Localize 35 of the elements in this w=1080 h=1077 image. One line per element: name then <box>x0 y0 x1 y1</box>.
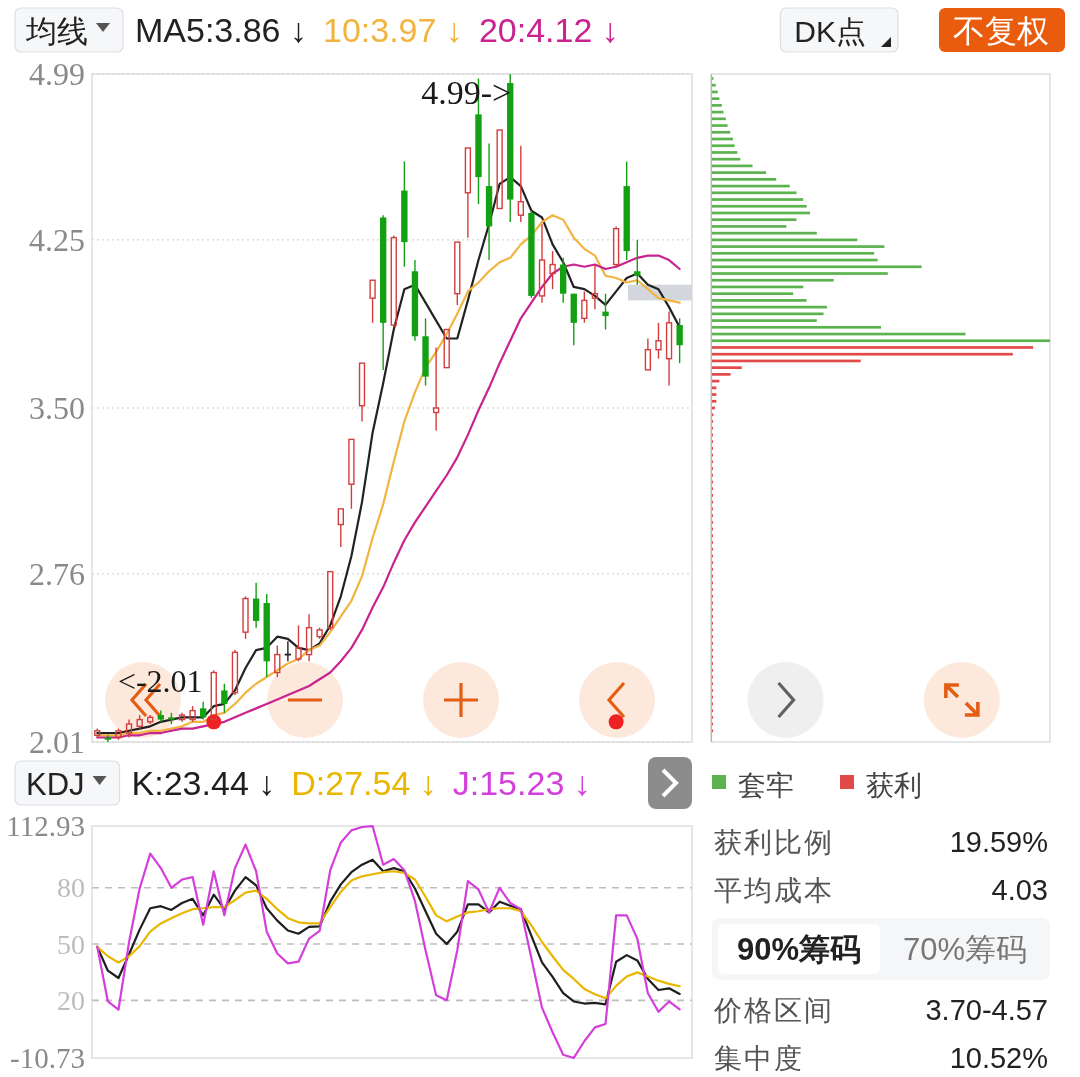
y-tick-label: 2.76 <box>29 555 85 592</box>
y-tick-label: 112.93 <box>6 810 85 842</box>
legend-entry: MA5:3.86 ↓ <box>135 11 307 49</box>
text: 4.03 <box>991 874 1048 906</box>
text: 10.52% <box>949 1042 1048 1074</box>
y-tick-label: 4.99 <box>29 56 85 92</box>
category-label: 获利比例 <box>714 827 834 858</box>
ref-line-label: 20 <box>57 984 85 1016</box>
tab-label: 70%筹码 <box>903 932 1027 967</box>
dropdown: KDJ <box>14 760 121 806</box>
tab: 90%筹码 <box>718 924 880 974</box>
legend-label: 获利 <box>866 770 922 801</box>
ref-line-label: 50 <box>57 928 85 960</box>
legend-entry: J:15.23 ↓ <box>452 764 591 802</box>
y-tick-label: 4.25 <box>29 221 85 258</box>
legend-entry: D:27.54 ↓ <box>291 764 437 802</box>
y-tick-label: -10.73 <box>10 1042 85 1074</box>
text: 3.70-4.57 <box>925 994 1048 1026</box>
legend-title: KDJ <box>26 767 85 802</box>
y-tick-label: 2.01 <box>29 724 85 760</box>
button: DK点 <box>779 7 899 53</box>
legend-title: 均线 <box>25 14 88 49</box>
legend-entry: 10:3.97 ↓ <box>323 11 463 49</box>
legend-entry: 20:4.12 ↓ <box>478 11 619 49</box>
legend-label: 套牢 <box>738 770 794 801</box>
category-label: 平均成本 <box>714 875 834 906</box>
y-tick-label: 3.50 <box>29 390 85 426</box>
text: 19.59% <box>949 826 1048 858</box>
annotation: <-2.01 <box>117 662 203 699</box>
category-label: 价格区间 <box>713 995 834 1026</box>
ref-line-label: 80 <box>57 872 85 904</box>
button: 不复权 <box>939 8 1065 52</box>
legend-entry: K:23.44 ↓ <box>131 764 276 802</box>
dropdown: 均线 <box>14 7 124 53</box>
category-label: 集中度 <box>714 1043 804 1074</box>
